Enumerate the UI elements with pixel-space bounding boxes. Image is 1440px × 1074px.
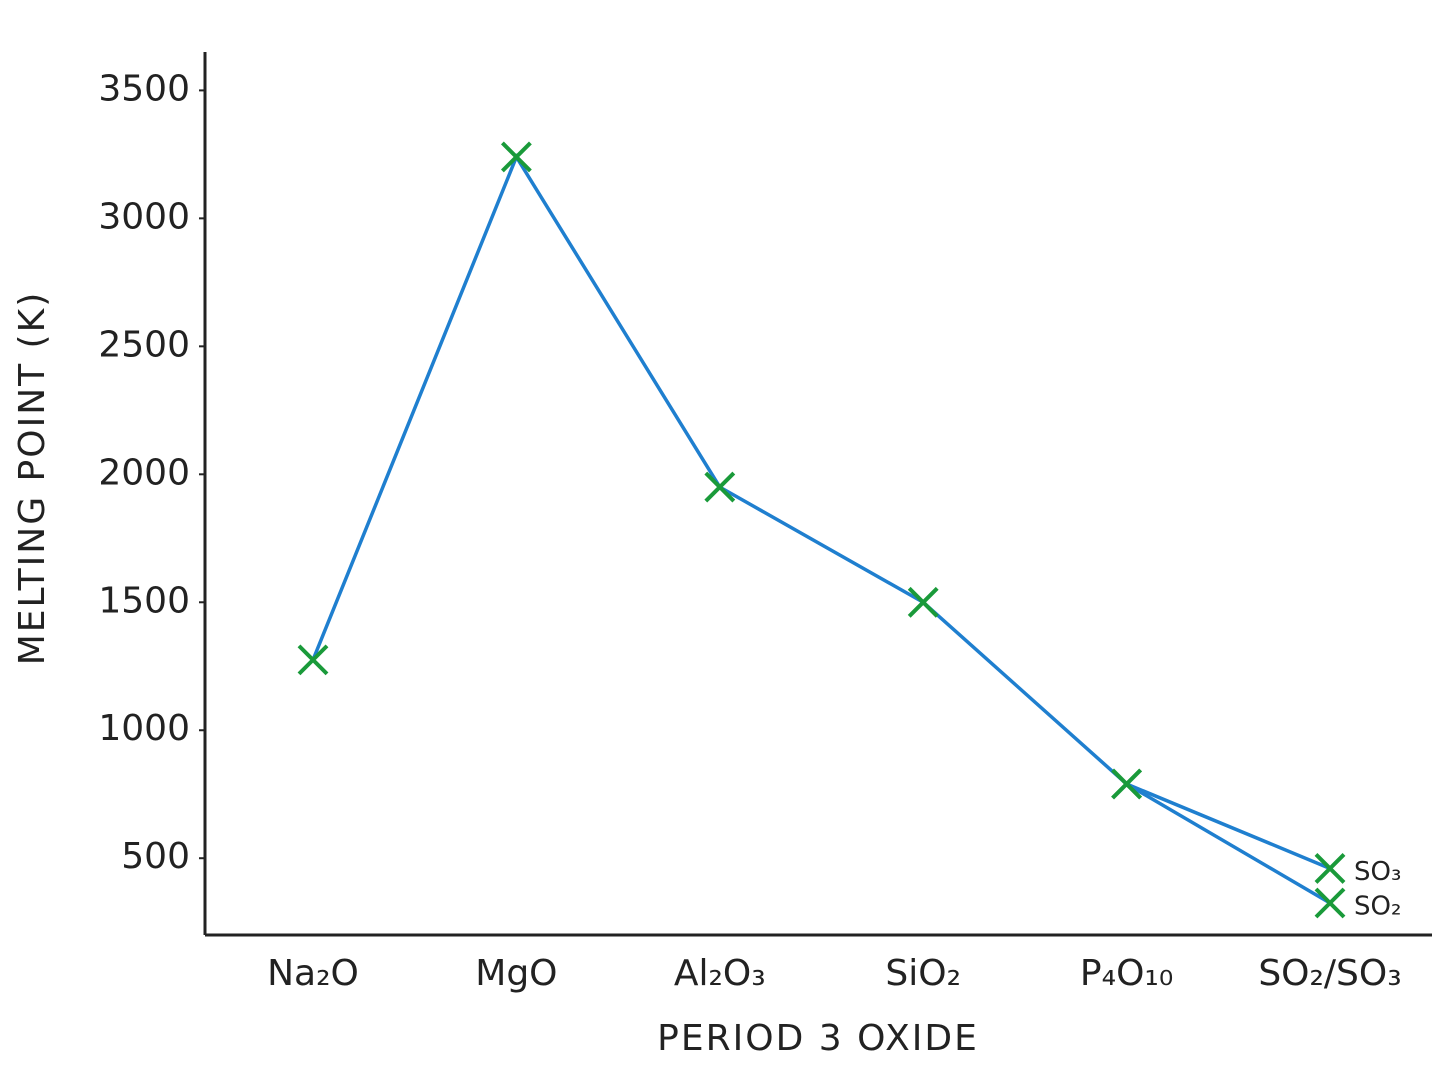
data-point [297, 644, 329, 676]
y-tick-label: 1500 [98, 580, 190, 621]
x-tick-label: SO₂/SO₃ [1258, 953, 1401, 994]
data-point [704, 471, 736, 503]
x-tick-label: P₄O₁₀ [1080, 953, 1173, 994]
data-point [907, 586, 939, 618]
y-tick-label: 3500 [98, 68, 190, 109]
x-tick-label: SiO₂ [885, 953, 961, 994]
point-label: SO₂ [1354, 892, 1401, 922]
y-tick-label: 500 [121, 836, 190, 877]
x-tick-label: Na₂O [267, 953, 359, 994]
y-axis-label: MELTING POINT (K) [12, 291, 53, 666]
data-point [1111, 768, 1143, 800]
data-point [1314, 853, 1346, 884]
series-line [1125, 782, 1331, 905]
data-point [1314, 887, 1346, 919]
y-tick-label: 1000 [98, 708, 190, 749]
y-tick-label: 3000 [98, 196, 190, 237]
y-tick-label: 2000 [98, 452, 190, 493]
series-line [311, 153, 1331, 871]
x-tick-label: Al₂O₃ [674, 953, 766, 994]
x-axis-label: PERIOD 3 OXIDE [657, 1018, 979, 1059]
x-tick-label: MgO [475, 953, 557, 994]
point-label: SO₃ [1354, 857, 1401, 887]
data-point [500, 141, 532, 173]
y-tick-label: 2500 [98, 324, 190, 365]
